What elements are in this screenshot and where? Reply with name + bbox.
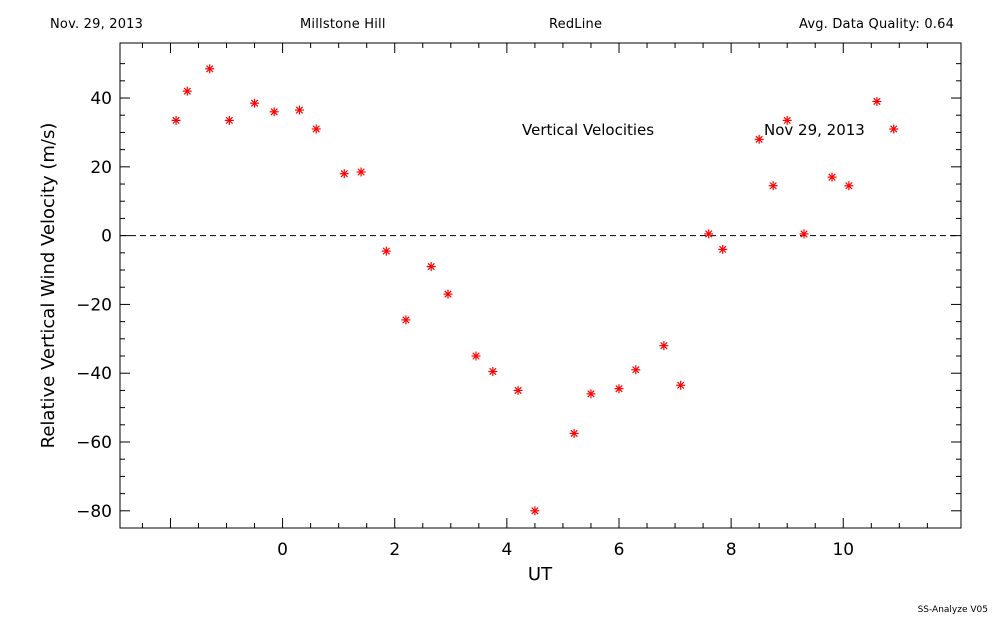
header-quality: Avg. Data Quality: 0.64 — [799, 17, 955, 32]
data-point — [782, 115, 792, 125]
data-point — [586, 389, 596, 399]
data-point — [631, 365, 641, 375]
x-axis: 220246810 — [141, 43, 928, 560]
data-point — [718, 244, 728, 254]
data-point — [569, 428, 579, 438]
data-point — [704, 229, 714, 239]
data-point — [443, 289, 453, 299]
data-point — [182, 86, 192, 96]
y-tick-label: −80 — [76, 502, 112, 522]
data-point — [426, 262, 436, 272]
data-point — [827, 172, 837, 182]
annotation-date: Nov 29, 2013 — [764, 121, 865, 139]
header-instrument: RedLine — [549, 17, 603, 32]
header-date: Nov. 29, 2013 — [50, 17, 144, 32]
data-point — [401, 315, 411, 325]
x-tick-label: 2 — [389, 540, 400, 560]
data-point — [250, 98, 260, 108]
data-point — [844, 181, 854, 191]
y-tick-label: 20 — [90, 158, 112, 178]
y-axis-label: Relative Vertical Wind Velocity (m/s) — [38, 123, 59, 449]
data-point — [488, 366, 498, 376]
data-points — [171, 64, 899, 516]
data-point — [269, 107, 279, 117]
y-axis: −80 −60 −40 −20 0 20 40 — [76, 63, 961, 522]
x-tick-label: 4 — [501, 540, 512, 560]
data-point — [356, 167, 366, 177]
data-point — [530, 506, 540, 516]
x-tick-label: 10 — [832, 540, 854, 560]
x-tick-label: 0 — [277, 540, 288, 560]
y-tick-label: 0 — [101, 227, 112, 247]
header-site: Millstone Hill — [300, 17, 386, 32]
annotation-vertical-velocities: Vertical Velocities — [522, 121, 654, 139]
data-point — [799, 229, 809, 239]
data-point — [889, 124, 899, 134]
data-point — [339, 169, 349, 179]
data-point — [381, 246, 391, 256]
data-point — [224, 115, 234, 125]
data-point — [513, 385, 523, 395]
x-tick-label: 6 — [614, 540, 625, 560]
data-point — [471, 351, 481, 361]
data-point — [768, 181, 778, 191]
data-point — [171, 115, 181, 125]
data-point — [659, 341, 669, 351]
data-point — [294, 105, 304, 115]
y-tick-label: 40 — [90, 89, 112, 109]
data-point — [614, 384, 624, 394]
footer-version: SS-Analyze V05 — [917, 605, 988, 615]
data-point — [676, 380, 686, 390]
y-tick-label: −20 — [76, 295, 112, 315]
data-point — [311, 124, 321, 134]
plot-frame — [119, 42, 962, 529]
data-point — [872, 96, 882, 106]
y-tick-label: −60 — [76, 433, 112, 453]
x-axis-label: UT — [528, 564, 553, 585]
data-point — [205, 64, 215, 74]
data-point — [754, 134, 764, 144]
y-tick-label: −40 — [76, 364, 112, 384]
x-tick-label: 8 — [726, 540, 737, 560]
